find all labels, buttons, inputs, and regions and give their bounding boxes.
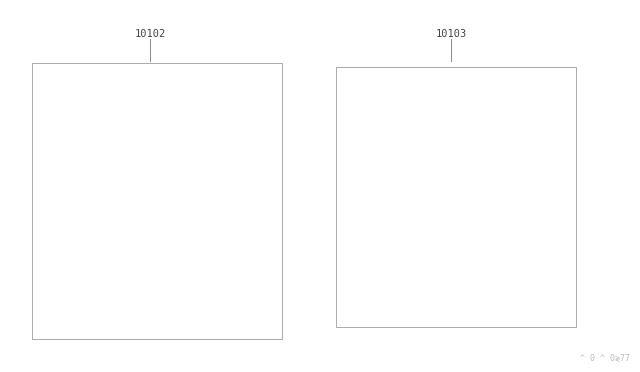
Bar <box>32 63 282 339</box>
Text: 10102: 10102 <box>135 29 166 39</box>
Text: 10103: 10103 <box>436 29 467 39</box>
Bar <box>336 67 576 327</box>
Text: ^ 0 ^ 0≷77: ^ 0 ^ 0≷77 <box>580 354 630 363</box>
